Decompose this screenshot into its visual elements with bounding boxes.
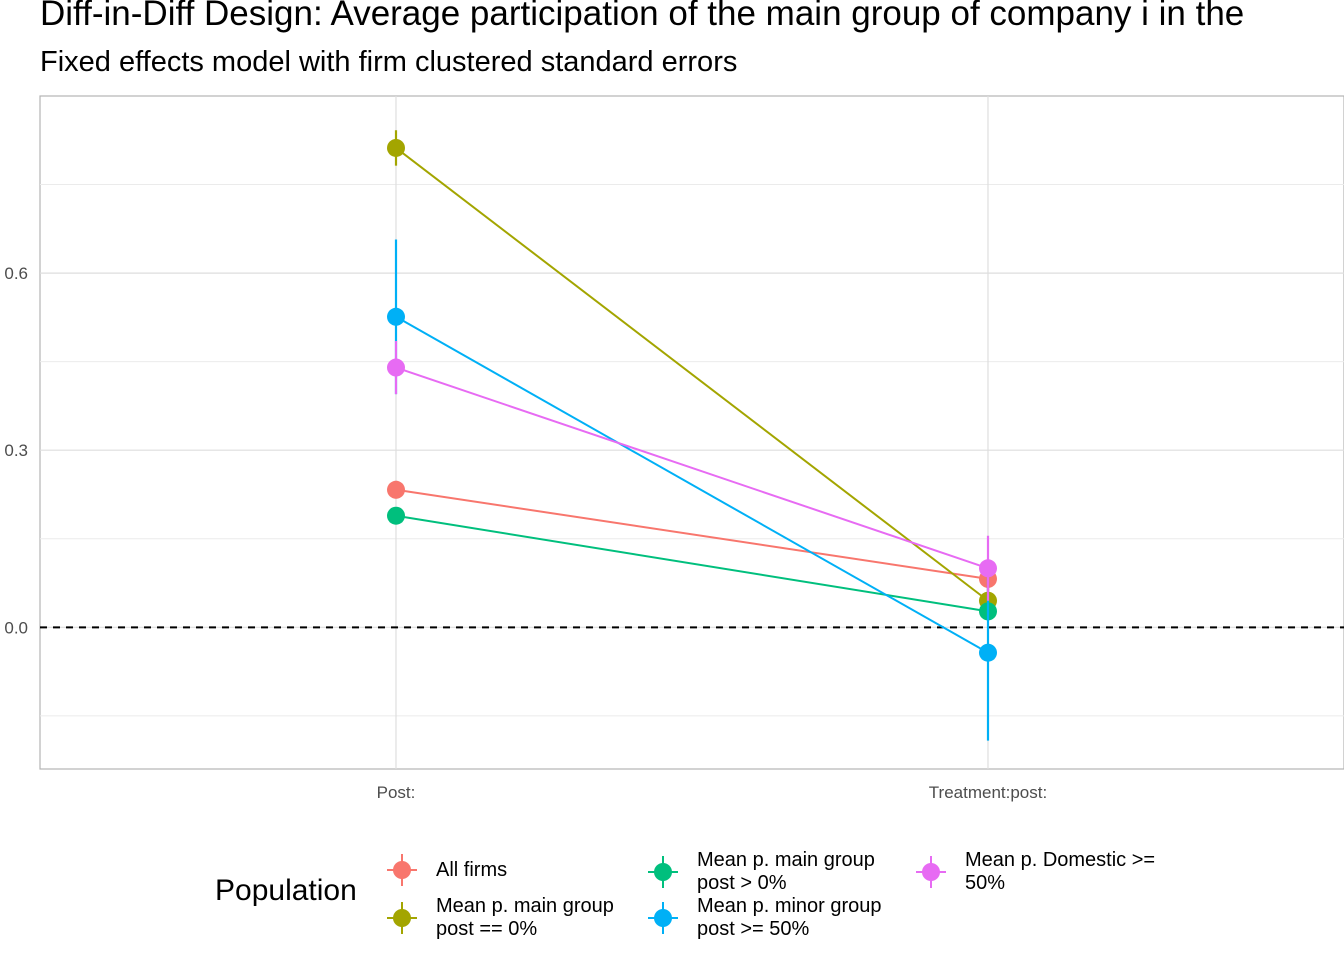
- series-3-point: [387, 307, 405, 326]
- plot-panel: [39, 95, 1344, 770]
- x-axis: Post: Treatment:post:: [377, 783, 1048, 802]
- series-3-point: [979, 643, 997, 662]
- y-tick-label: 0.0: [4, 618, 28, 637]
- series-4-point: [979, 559, 997, 578]
- series-1-point: [387, 138, 405, 157]
- legend-label: All firms: [436, 858, 508, 881]
- legend-key: [916, 856, 946, 888]
- chart-subtitle: Fixed effects model with firm clustered …: [40, 46, 738, 78]
- legend-key: [387, 854, 417, 886]
- legend-label: Mean p. minor group post >= 50%: [697, 895, 882, 940]
- legend-key-point: [393, 909, 411, 927]
- legend-key-point: [393, 861, 411, 879]
- series-2-line: [395, 514, 989, 613]
- legend-key: [648, 856, 678, 888]
- series-2-point: [387, 506, 405, 525]
- x-tick-label: Treatment:post:: [929, 783, 1047, 802]
- legend-label: Mean p. main group post > 0%: [697, 849, 875, 894]
- legend-label: Mean p. main group post == 0%: [436, 895, 614, 940]
- legend-item-main-group-post-zero: Mean p. main group post == 0%: [384, 895, 636, 941]
- legend-item-all-firms: All firms: [384, 852, 636, 888]
- legend-label: Mean p. Domestic >= 50%: [965, 849, 1156, 894]
- x-tick-label: Post:: [377, 783, 416, 802]
- y-axis: 0.0 0.3 0.6: [4, 264, 28, 637]
- gridlines: [40, 96, 1344, 769]
- series-0-line: [395, 488, 989, 580]
- series-0-point: [387, 480, 405, 499]
- legend-key-point: [922, 863, 940, 881]
- series-group: [387, 130, 997, 741]
- legend-key: [387, 902, 417, 934]
- y-tick-label: 0.3: [4, 441, 28, 460]
- series-4-point: [387, 358, 405, 377]
- y-tick-label: 0.6: [4, 264, 28, 283]
- chart-title: Diff-in-Diff Design: Average participati…: [40, 0, 1245, 33]
- legend-item-minor-group-post-50: Mean p. minor group post >= 50%: [645, 895, 897, 941]
- series-4-line: [395, 366, 989, 570]
- legend-key: [648, 902, 678, 934]
- legend-key-point: [654, 863, 672, 881]
- legend-key-point: [654, 909, 672, 927]
- legend-item-main-group-post-positive: Mean p. main group post > 0%: [645, 849, 897, 895]
- series-3-line: [395, 315, 989, 654]
- series-1-line: [395, 147, 989, 602]
- legend-title: Population: [215, 874, 357, 907]
- legend-item-domestic-50: Mean p. Domestic >= 50%: [913, 849, 1165, 895]
